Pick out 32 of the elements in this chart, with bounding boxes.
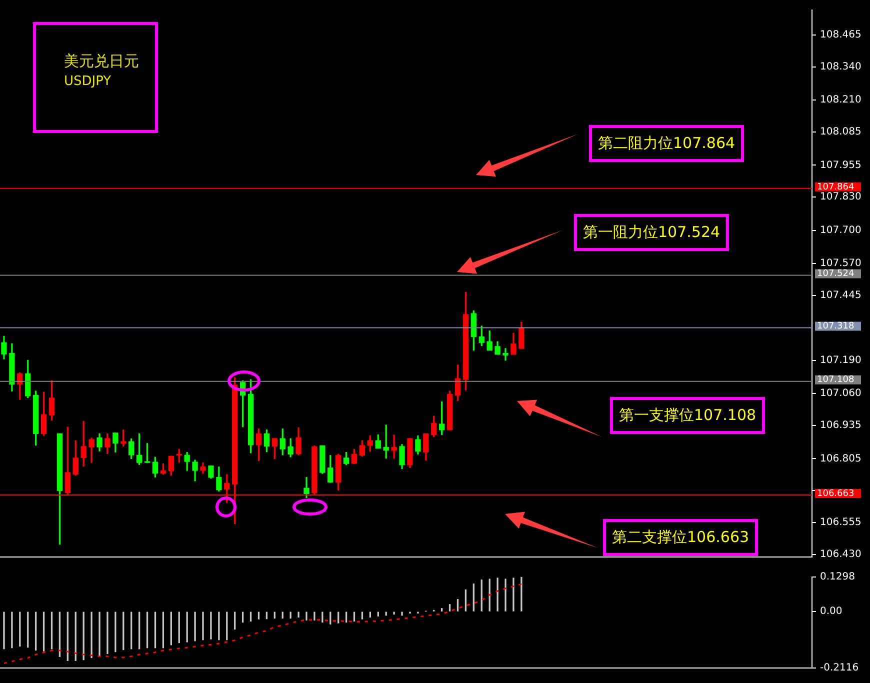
ref-line-label: 107.524 (817, 269, 854, 280)
y-tick-label: 108.340 (820, 62, 862, 73)
y-tick-label: 107.570 (820, 258, 862, 270)
y-tick-label: 107.700 (820, 224, 862, 236)
y-tick-label: 107.060 (820, 388, 862, 400)
y-tick-label: 0.00 (820, 606, 842, 618)
y-tick-label: 107.190 (820, 355, 862, 366)
ref-line-label: 107.108 (817, 375, 854, 386)
annotation: 第二阻力位107.864 (589, 124, 744, 162)
ref-line-label: 107.864 (817, 182, 854, 192)
y-tick-label: 108.465 (820, 30, 862, 41)
ref-line-label: 107.318 (817, 322, 854, 332)
line-series (3, 583, 522, 664)
y-tick-label: 108.210 (820, 94, 862, 106)
y-tick-label: 107.830 (820, 192, 862, 203)
annotation: 第一阻力位107.524 (574, 214, 730, 252)
text: USDJPY (64, 74, 112, 89)
annotation: 第二支撑位106.663 (603, 519, 758, 556)
y-tick-label: 106.805 (820, 453, 862, 464)
candlestick (391, 434, 397, 459)
y-tick-label: 106.430 (820, 549, 862, 560)
y-tick-label: 108.085 (820, 126, 862, 138)
y-tick-label: 107.445 (820, 290, 862, 301)
annotation: 第一支撑位107.108 (610, 396, 766, 434)
y-tick-label: 0.1298 (820, 572, 855, 583)
candlestick (502, 348, 508, 361)
text: 美元兑日元 (64, 52, 139, 71)
ref-line-label: 106.663 (817, 488, 854, 499)
y-tick-label: 106.555 (820, 517, 862, 528)
y-tick-label: -0.2116 (820, 662, 859, 674)
y-tick-label: 107.955 (820, 160, 862, 171)
y-tick-label: 106.935 (820, 420, 862, 432)
